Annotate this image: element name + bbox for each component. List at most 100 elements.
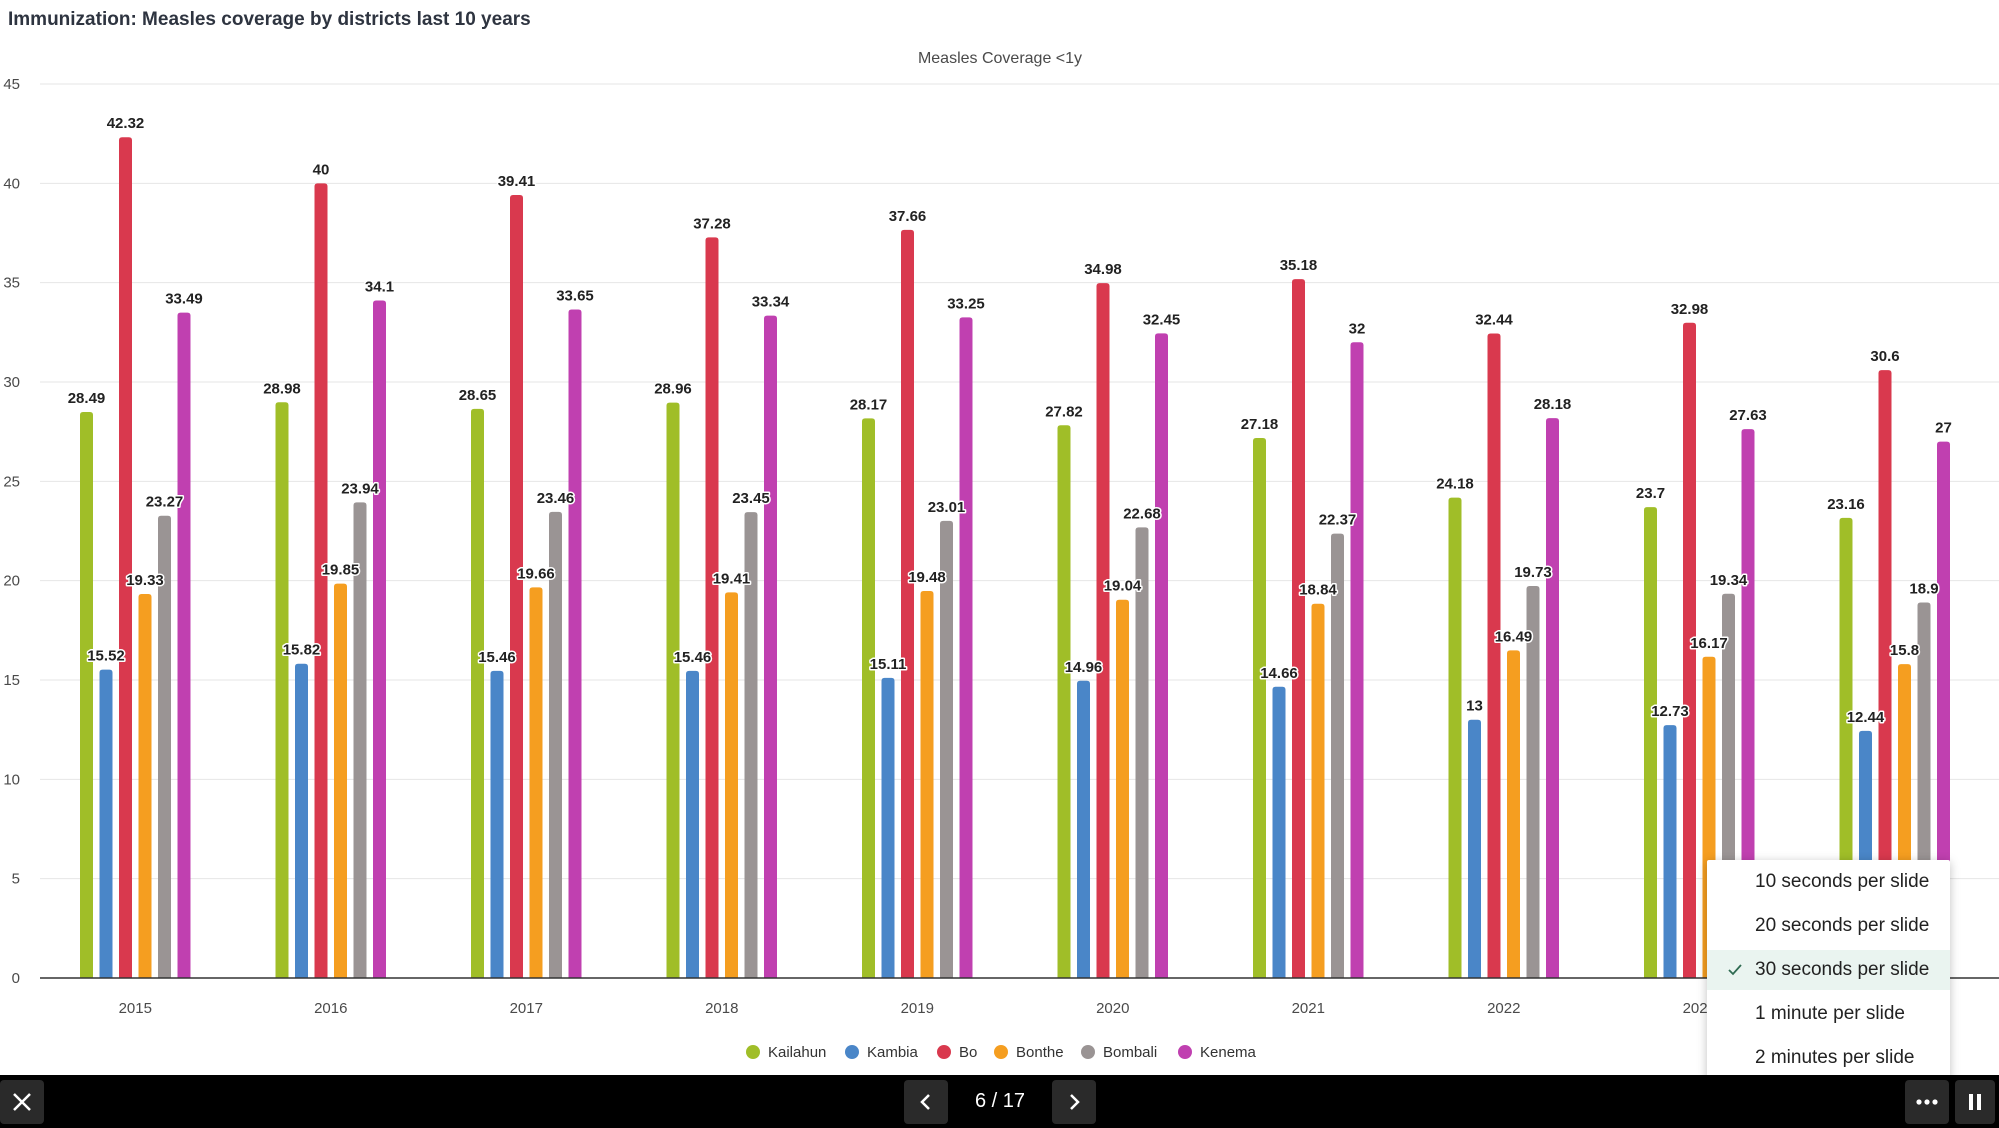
data-label: 27.18 bbox=[1241, 416, 1279, 433]
y-tick-label: 20 bbox=[3, 573, 20, 590]
data-label: 32.45 bbox=[1143, 311, 1181, 328]
bar bbox=[1077, 680, 1090, 978]
data-label: 16.49 bbox=[1495, 628, 1533, 645]
bar bbox=[1448, 497, 1462, 978]
data-label: 19.33 bbox=[126, 572, 164, 589]
bar bbox=[1526, 586, 1540, 978]
menu-item-20s[interactable]: 20 seconds per slide bbox=[1707, 906, 1950, 946]
menu-item-label: 20 seconds per slide bbox=[1755, 915, 1930, 936]
data-label: 28.18 bbox=[1534, 396, 1572, 413]
bar bbox=[1663, 725, 1677, 978]
bar bbox=[1878, 370, 1892, 979]
data-label: 15.82 bbox=[283, 642, 321, 659]
legend-marker bbox=[937, 1045, 951, 1059]
bar bbox=[1155, 333, 1168, 978]
y-tick-label: 5 bbox=[12, 871, 20, 888]
data-label: 14.66 bbox=[1260, 665, 1298, 682]
bar bbox=[1546, 418, 1559, 978]
data-label: 22.37 bbox=[1319, 512, 1357, 529]
bar bbox=[373, 300, 386, 979]
data-label: 33.34 bbox=[752, 294, 790, 311]
data-label: 28.49 bbox=[68, 390, 106, 407]
y-tick-label: 40 bbox=[3, 175, 20, 192]
bar bbox=[881, 677, 895, 978]
data-label: 15.46 bbox=[478, 649, 516, 666]
menu-item-10s[interactable]: 10 seconds per slide bbox=[1707, 862, 1950, 902]
bar bbox=[744, 512, 758, 978]
slide-counter: 6 / 17 bbox=[974, 1090, 1026, 1112]
pause-button[interactable] bbox=[1955, 1080, 1995, 1124]
more-horizontal-icon bbox=[1916, 1099, 1938, 1105]
bar bbox=[334, 583, 347, 978]
x-tick-label: 2020 bbox=[1096, 1000, 1129, 1017]
menu-item-label: 2 minutes per slide bbox=[1755, 1047, 1915, 1068]
menu-item-2min[interactable]: 2 minutes per slide bbox=[1707, 1038, 1950, 1078]
bars bbox=[80, 137, 1950, 979]
menu-item-label: 1 minute per slide bbox=[1755, 1003, 1905, 1024]
data-label: 28.65 bbox=[459, 387, 497, 404]
data-label: 35.18 bbox=[1280, 257, 1318, 274]
bar bbox=[1253, 438, 1266, 978]
bar-chart: Measles Coverage <1y 051015202530354045 … bbox=[3, 50, 1999, 1061]
bar bbox=[1292, 279, 1305, 978]
y-tick-label: 35 bbox=[3, 275, 20, 292]
data-label: 23.16 bbox=[1827, 496, 1865, 513]
data-label: 15.8 bbox=[1890, 642, 1919, 659]
y-tick-label: 0 bbox=[12, 970, 20, 987]
chart-title: Measles Coverage <1y bbox=[918, 50, 1082, 67]
menu-item-1min[interactable]: 1 minute per slide bbox=[1707, 994, 1950, 1034]
legend-marker bbox=[746, 1045, 760, 1059]
data-label: 27.63 bbox=[1729, 407, 1767, 424]
x-tick-label: 2021 bbox=[1292, 1000, 1325, 1017]
data-label: 15.52 bbox=[87, 648, 125, 665]
bar bbox=[1057, 425, 1071, 978]
bar bbox=[568, 309, 582, 978]
legend-marker bbox=[994, 1045, 1008, 1059]
data-label: 34.1 bbox=[365, 279, 394, 296]
data-label: 37.28 bbox=[693, 215, 731, 232]
legend-label: Kailahun bbox=[768, 1044, 826, 1061]
bar bbox=[1331, 533, 1344, 978]
bar bbox=[1135, 527, 1149, 978]
data-label: 12.73 bbox=[1651, 703, 1689, 720]
data-label: 32.98 bbox=[1671, 301, 1709, 318]
next-slide-button[interactable] bbox=[1052, 1080, 1096, 1124]
bar bbox=[314, 183, 328, 979]
bar bbox=[862, 418, 875, 979]
bar bbox=[1311, 603, 1325, 978]
bar bbox=[119, 137, 132, 978]
data-label: 33.65 bbox=[556, 287, 594, 304]
bar bbox=[940, 520, 953, 978]
legend-marker bbox=[1178, 1045, 1192, 1059]
bar bbox=[1507, 650, 1520, 978]
data-label: 19.04 bbox=[1104, 578, 1142, 595]
close-button[interactable] bbox=[0, 1080, 44, 1124]
page-title: Immunization: Measles coverage by distri… bbox=[8, 9, 531, 30]
data-label: 12.44 bbox=[1847, 709, 1885, 726]
bar bbox=[764, 315, 777, 978]
bar bbox=[686, 670, 699, 978]
data-label: 33.49 bbox=[165, 291, 203, 308]
data-label: 14.96 bbox=[1065, 659, 1103, 676]
bar bbox=[295, 663, 308, 978]
legend-label: Kambia bbox=[867, 1044, 919, 1061]
more-options-button[interactable] bbox=[1905, 1080, 1949, 1124]
bar bbox=[1272, 686, 1286, 978]
bar bbox=[510, 195, 523, 978]
bar bbox=[490, 670, 504, 978]
data-label: 32.44 bbox=[1475, 312, 1513, 329]
data-label: 32 bbox=[1349, 320, 1366, 337]
x-tick-label: 2016 bbox=[314, 1000, 347, 1017]
legend: Kailahun Kambia Bo Bonthe Bombali Kenema bbox=[746, 1044, 1257, 1061]
x-axis: 2015201620172018201920202021202220232024 bbox=[119, 1000, 1912, 1017]
menu-item-label: 30 seconds per slide bbox=[1755, 959, 1930, 980]
check-icon bbox=[1728, 964, 1742, 976]
data-label: 18.84 bbox=[1299, 582, 1337, 599]
bar bbox=[1644, 507, 1657, 978]
menu-item-30s[interactable]: 30 seconds per slide bbox=[1707, 950, 1950, 990]
data-label: 39.41 bbox=[498, 173, 536, 190]
previous-slide-button[interactable] bbox=[904, 1080, 948, 1124]
bar bbox=[138, 593, 152, 978]
data-label: 30.6 bbox=[1870, 348, 1899, 365]
data-label: 16.17 bbox=[1690, 635, 1728, 652]
